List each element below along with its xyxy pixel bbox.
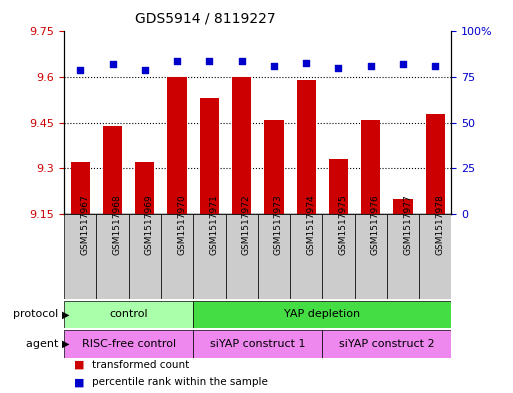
Point <box>173 57 181 64</box>
Bar <box>264 120 284 214</box>
Bar <box>167 77 187 214</box>
Text: GSM1517971: GSM1517971 <box>209 194 219 255</box>
Text: GSM1517970: GSM1517970 <box>177 194 186 255</box>
Bar <box>103 126 122 214</box>
Point <box>367 63 375 69</box>
Bar <box>387 214 419 299</box>
Bar <box>161 214 193 299</box>
Text: GSM1517969: GSM1517969 <box>145 194 154 255</box>
Point <box>141 67 149 73</box>
Text: RISC-free control: RISC-free control <box>82 339 176 349</box>
Text: ■: ■ <box>74 377 85 387</box>
Bar <box>193 301 451 328</box>
Bar <box>393 199 412 214</box>
Text: siYAP construct 2: siYAP construct 2 <box>339 339 435 349</box>
Bar <box>129 214 161 299</box>
Text: ▶: ▶ <box>62 309 69 320</box>
Text: transformed count: transformed count <box>92 360 190 370</box>
Bar <box>361 120 381 214</box>
Point <box>76 67 84 73</box>
Text: GSM1517975: GSM1517975 <box>339 194 347 255</box>
Bar <box>64 330 193 358</box>
Text: control: control <box>109 309 148 320</box>
Text: siYAP construct 1: siYAP construct 1 <box>210 339 306 349</box>
Bar <box>290 214 322 299</box>
Bar <box>419 214 451 299</box>
Text: GSM1517968: GSM1517968 <box>112 194 122 255</box>
Text: ▶: ▶ <box>62 339 69 349</box>
Text: YAP depletion: YAP depletion <box>284 309 361 320</box>
Point <box>399 61 407 68</box>
Text: ■: ■ <box>74 360 85 370</box>
Text: GDS5914 / 8119227: GDS5914 / 8119227 <box>135 12 275 26</box>
Bar <box>322 214 354 299</box>
Text: GSM1517977: GSM1517977 <box>403 194 412 255</box>
Bar <box>64 301 193 328</box>
Text: GSM1517976: GSM1517976 <box>371 194 380 255</box>
Point <box>108 61 116 68</box>
Text: percentile rank within the sample: percentile rank within the sample <box>92 377 268 387</box>
Point <box>205 57 213 64</box>
Bar <box>354 214 387 299</box>
Point <box>270 63 278 69</box>
Point <box>238 57 246 64</box>
Bar <box>329 160 348 214</box>
Point <box>334 65 343 71</box>
Text: GSM1517973: GSM1517973 <box>274 194 283 255</box>
Bar <box>322 330 451 358</box>
Bar <box>258 214 290 299</box>
Bar <box>232 77 251 214</box>
Text: GSM1517978: GSM1517978 <box>436 194 444 255</box>
Point <box>431 63 440 69</box>
Bar <box>71 162 90 214</box>
Bar <box>135 162 154 214</box>
Bar <box>200 99 219 214</box>
Bar <box>297 80 316 214</box>
Text: agent: agent <box>26 339 62 349</box>
Bar <box>193 330 322 358</box>
Point <box>302 59 310 66</box>
Bar <box>96 214 129 299</box>
Text: GSM1517974: GSM1517974 <box>306 194 315 255</box>
Bar <box>226 214 258 299</box>
Text: GSM1517972: GSM1517972 <box>242 194 251 255</box>
Bar <box>426 114 445 214</box>
Text: protocol: protocol <box>13 309 62 320</box>
Bar <box>64 214 96 299</box>
Text: GSM1517967: GSM1517967 <box>80 194 89 255</box>
Bar <box>193 214 226 299</box>
